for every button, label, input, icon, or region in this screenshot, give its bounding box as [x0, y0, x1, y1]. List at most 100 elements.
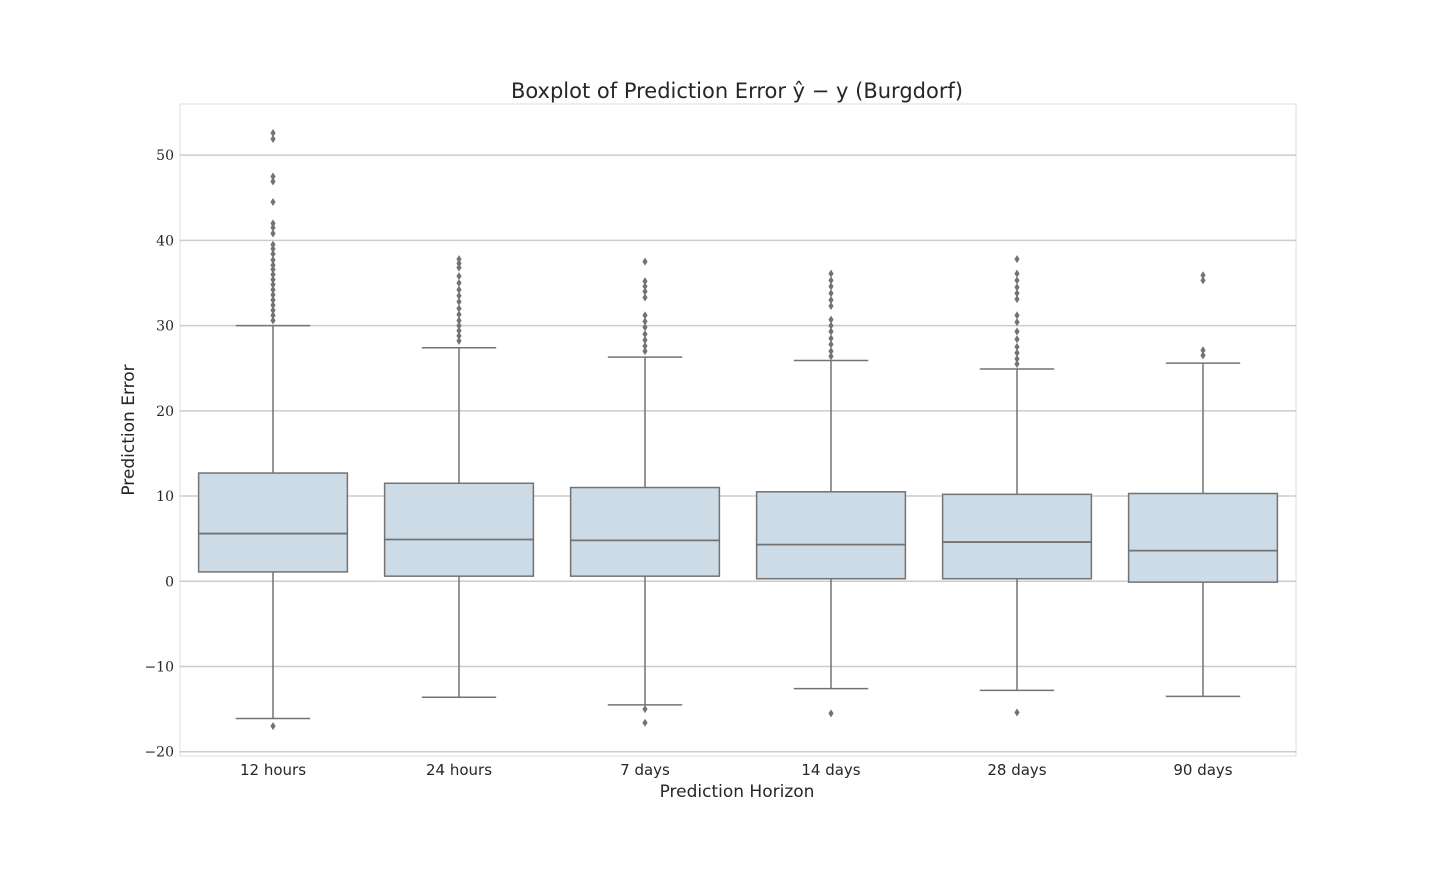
outlier-point: [642, 323, 648, 332]
outlier-point: [456, 285, 462, 294]
y-tick-labels: −20 −10 0 10 20 30 40 50: [144, 148, 174, 761]
outlier-point: [642, 705, 648, 714]
outlier-point: [1014, 269, 1020, 278]
outlier-point: [456, 272, 462, 281]
outlier-point: [456, 321, 462, 330]
outlier-point: [642, 347, 648, 356]
outlier-point: [1014, 289, 1020, 298]
outlier-point: [456, 304, 462, 313]
outlier-point: [270, 128, 276, 137]
outlier-point: [270, 172, 276, 181]
outlier-point: [1200, 271, 1206, 280]
outlier-point: [456, 259, 462, 268]
outlier-point: [1014, 342, 1020, 351]
outlier-point: [270, 316, 276, 325]
iqr-box: [755, 491, 907, 580]
outlier-point: [828, 340, 834, 349]
y-axis-label: Prediction Error: [119, 364, 139, 495]
outlier-point: [456, 326, 462, 335]
outlier-point: [270, 270, 276, 279]
outlier-point: [270, 275, 276, 284]
box-group: [197, 128, 349, 731]
outlier-point: [1014, 359, 1020, 368]
outlier-point: [828, 347, 834, 356]
outlier-point: [642, 330, 648, 339]
outlier-point: [1200, 346, 1206, 355]
iqr-box: [383, 482, 535, 577]
box-group: [755, 269, 907, 718]
outlier-point: [828, 296, 834, 305]
outlier-point: [270, 261, 276, 270]
outlier-point: [456, 291, 462, 300]
outlier-point: [828, 301, 834, 310]
outlier-point: [1014, 354, 1020, 363]
outlier-point: [270, 219, 276, 228]
outlier-point: [456, 336, 462, 345]
boxes: [197, 128, 1279, 731]
outlier-point: [1014, 335, 1020, 344]
box-group: [383, 255, 535, 698]
y-tick-label: 20: [156, 404, 174, 420]
outlier-point: [456, 278, 462, 287]
outlier-point: [642, 282, 648, 291]
chart-title: Boxplot of Prediction Error ŷ − y (Burgd…: [511, 79, 963, 103]
outlier-point: [270, 296, 276, 305]
outlier-point: [642, 317, 648, 326]
outlier-point: [1014, 318, 1020, 327]
iqr-box: [569, 486, 721, 577]
outlier-point: [642, 718, 648, 727]
outlier-point: [828, 276, 834, 285]
outlier-point: [828, 289, 834, 298]
outlier-point: [270, 285, 276, 294]
box-group: [941, 255, 1093, 717]
outlier-point: [1014, 295, 1020, 304]
outlier-point: [1014, 276, 1020, 285]
outlier-point: [270, 134, 276, 143]
outlier-point: [642, 293, 648, 302]
outlier-point: [270, 306, 276, 315]
y-tick-label: 40: [156, 233, 174, 249]
outlier-point: [270, 290, 276, 299]
outlier-point: [1014, 283, 1020, 292]
outlier-point: [642, 277, 648, 286]
plot-frame: [179, 103, 1297, 757]
y-tick-label: −20: [144, 745, 174, 761]
outlier-point: [642, 287, 648, 296]
outlier-point: [1200, 276, 1206, 285]
y-tick-label: 30: [156, 319, 174, 335]
outlier-point: [270, 250, 276, 259]
y-tick-label: 50: [156, 148, 174, 164]
outlier-point: [828, 327, 834, 336]
outlier-point: [270, 311, 276, 320]
y-tick-label: −10: [144, 660, 174, 676]
outlier-point: [270, 240, 276, 249]
outlier-point: [456, 316, 462, 325]
iqr-box: [941, 493, 1093, 580]
outlier-point: [270, 229, 276, 238]
x-tick-labels: 12 hours 24 hours 7 days 14 days 28 days 90 d…: [240, 761, 1233, 779]
outlier-point: [456, 331, 462, 340]
outlier-point: [828, 321, 834, 330]
y-tick-label: 0: [165, 574, 174, 590]
outlier-point: [456, 297, 462, 306]
outlier-point: [1014, 708, 1020, 717]
outlier-point: [828, 269, 834, 278]
x-tick-label: 24 hours: [426, 761, 492, 779]
x-tick-label: 14 days: [801, 761, 860, 779]
outlier-point: [1014, 348, 1020, 357]
outlier-point: [270, 280, 276, 289]
x-tick-label: 28 days: [987, 761, 1046, 779]
outlier-point: [828, 352, 834, 361]
outlier-point: [642, 311, 648, 320]
outlier-point: [1200, 351, 1206, 360]
outlier-point: [456, 310, 462, 319]
outlier-point: [456, 255, 462, 264]
outlier-point: [828, 709, 834, 718]
outlier-point: [270, 244, 276, 253]
outlier-point: [270, 223, 276, 232]
outlier-point: [456, 263, 462, 272]
outlier-point: [828, 315, 834, 324]
outlier-point: [270, 198, 276, 207]
